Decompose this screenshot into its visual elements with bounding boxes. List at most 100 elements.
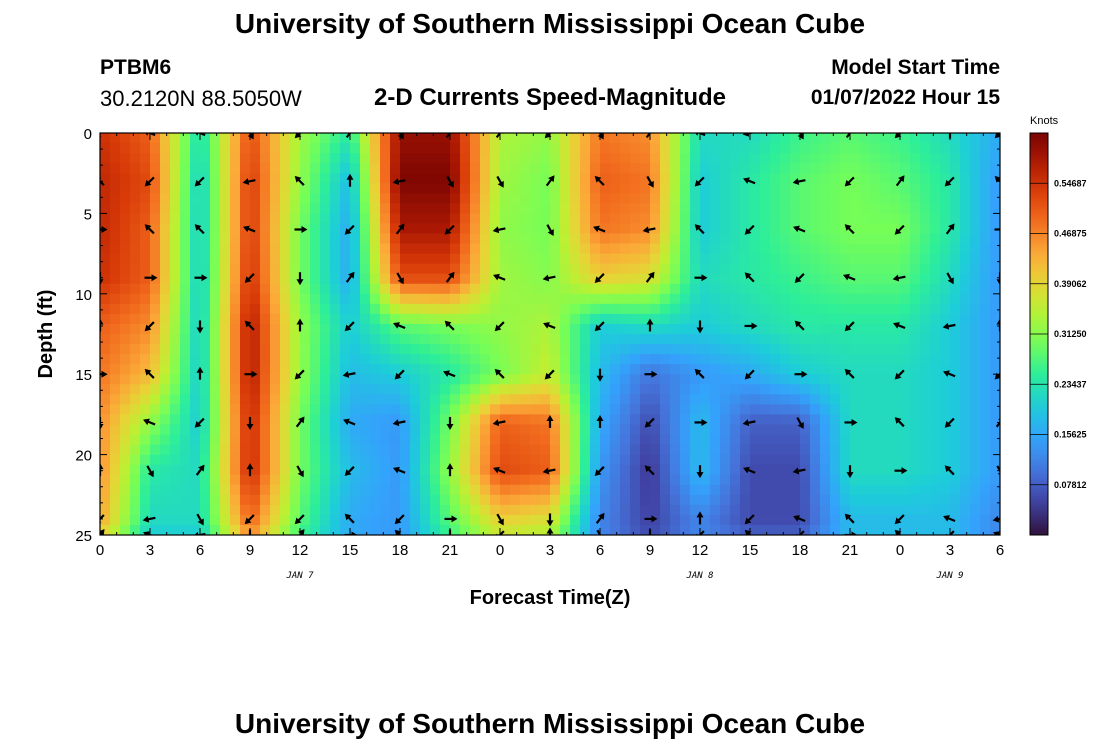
- heatmap-cell: [160, 374, 171, 385]
- heatmap-cell: [830, 424, 841, 436]
- heatmap-cell: [150, 414, 161, 426]
- heatmap-cell: [530, 133, 541, 144]
- heatmap-cell: [410, 253, 421, 265]
- heatmap-cell: [880, 464, 891, 476]
- heatmap-cell: [970, 424, 981, 436]
- heatmap-cell: [650, 263, 661, 275]
- heatmap-cell: [680, 384, 691, 395]
- heatmap-cell: [190, 163, 201, 174]
- heatmap-cell: [450, 394, 461, 405]
- heatmap-cell: [460, 283, 471, 295]
- heatmap-cell: [450, 323, 461, 335]
- heatmap-cell: [700, 494, 711, 506]
- heatmap-cell: [440, 514, 451, 526]
- heatmap-cell: [590, 494, 601, 506]
- heatmap-cell: [340, 424, 351, 436]
- heatmap-cell: [210, 524, 221, 535]
- heatmap-cell: [530, 233, 541, 245]
- heatmap-cell: [620, 374, 631, 385]
- heatmap-cell: [150, 153, 161, 164]
- heatmap-cell: [310, 434, 321, 446]
- heatmap-cell: [420, 504, 431, 516]
- heatmap-cell: [790, 143, 801, 154]
- heatmap-cell: [370, 354, 381, 365]
- heatmap-cell: [470, 253, 481, 265]
- heatmap-cell: [880, 153, 891, 164]
- current-arrow: [294, 225, 308, 233]
- heatmap-cell: [660, 344, 671, 355]
- heatmap-cell: [940, 344, 951, 355]
- heatmap-cell: [380, 303, 391, 315]
- heatmap-cell: [310, 213, 321, 225]
- heatmap-cell: [230, 344, 241, 355]
- heatmap-cell: [690, 384, 701, 395]
- heatmap-cell: [120, 384, 131, 395]
- heatmap-cell: [980, 313, 991, 325]
- heatmap-cell: [960, 354, 971, 365]
- heatmap-cell: [430, 414, 441, 426]
- heatmap-cell: [990, 424, 1000, 436]
- heatmap-cell: [720, 243, 731, 255]
- heatmap-cell: [650, 384, 661, 395]
- heatmap-cell: [200, 263, 211, 275]
- heatmap-cell: [400, 354, 411, 365]
- heatmap-cell: [530, 263, 541, 275]
- heatmap-cell: [400, 293, 411, 305]
- heatmap-cell: [990, 253, 1000, 265]
- heatmap-cell: [430, 133, 441, 144]
- heatmap-cell: [760, 474, 771, 486]
- heatmap-cell: [130, 323, 141, 335]
- heatmap-cell: [960, 313, 971, 325]
- heatmap-cell: [520, 153, 531, 164]
- current-arrow: [694, 224, 705, 235]
- heatmap-cell: [540, 223, 551, 235]
- heatmap-cell: [650, 424, 661, 436]
- heatmap-cell: [490, 344, 501, 355]
- heatmap-cell: [680, 163, 691, 174]
- heatmap-cell: [420, 344, 431, 355]
- heatmap-cell: [220, 434, 231, 446]
- heatmap-cell: [520, 133, 531, 144]
- heatmap-cell: [270, 183, 281, 194]
- heatmap-cell: [780, 263, 791, 275]
- heatmap-cell: [290, 203, 301, 214]
- heatmap-cell: [470, 133, 481, 144]
- heatmap-cell: [800, 303, 811, 315]
- heatmap-cell: [490, 153, 501, 164]
- heatmap-cell: [990, 414, 1000, 426]
- heatmap-cell: [900, 193, 911, 204]
- heatmap-cell: [820, 364, 831, 375]
- heatmap-cell: [660, 313, 671, 325]
- heatmap-cell: [870, 243, 881, 255]
- heatmap-cell: [810, 163, 821, 174]
- heatmap-cell: [750, 223, 761, 235]
- heatmap-cell: [700, 444, 711, 456]
- heatmap-cell: [330, 243, 341, 255]
- heatmap-cell: [330, 404, 341, 415]
- heatmap-cell: [690, 434, 701, 446]
- heatmap-cell: [840, 414, 851, 426]
- current-arrow: [694, 176, 705, 187]
- heatmap-cell: [710, 183, 721, 194]
- heatmap-cell: [980, 143, 991, 154]
- heatmap-cell: [550, 193, 561, 204]
- heatmap-cell: [230, 444, 241, 456]
- heatmap-cell: [330, 334, 341, 345]
- current-arrow: [444, 224, 455, 235]
- heatmap-cell: [240, 153, 251, 164]
- heatmap-cell: [270, 414, 281, 426]
- heatmap-cell: [130, 193, 141, 204]
- heatmap-cell: [950, 233, 961, 245]
- heatmap-cell: [160, 414, 171, 426]
- heatmap-cell: [410, 193, 421, 204]
- heatmap-cell: [350, 354, 361, 365]
- current-arrow: [100, 463, 104, 477]
- heatmap-cell: [860, 173, 871, 184]
- heatmap-cell: [840, 223, 851, 235]
- x-tick-label: 12: [692, 542, 709, 559]
- heatmap-cell: [720, 494, 731, 506]
- heatmap-cell: [110, 213, 121, 225]
- heatmap-cell: [220, 273, 231, 285]
- heatmap-cell: [660, 484, 671, 496]
